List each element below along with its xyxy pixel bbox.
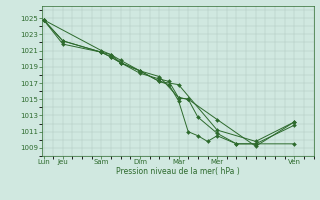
X-axis label: Pression niveau de la mer( hPa ): Pression niveau de la mer( hPa ) (116, 167, 239, 176)
